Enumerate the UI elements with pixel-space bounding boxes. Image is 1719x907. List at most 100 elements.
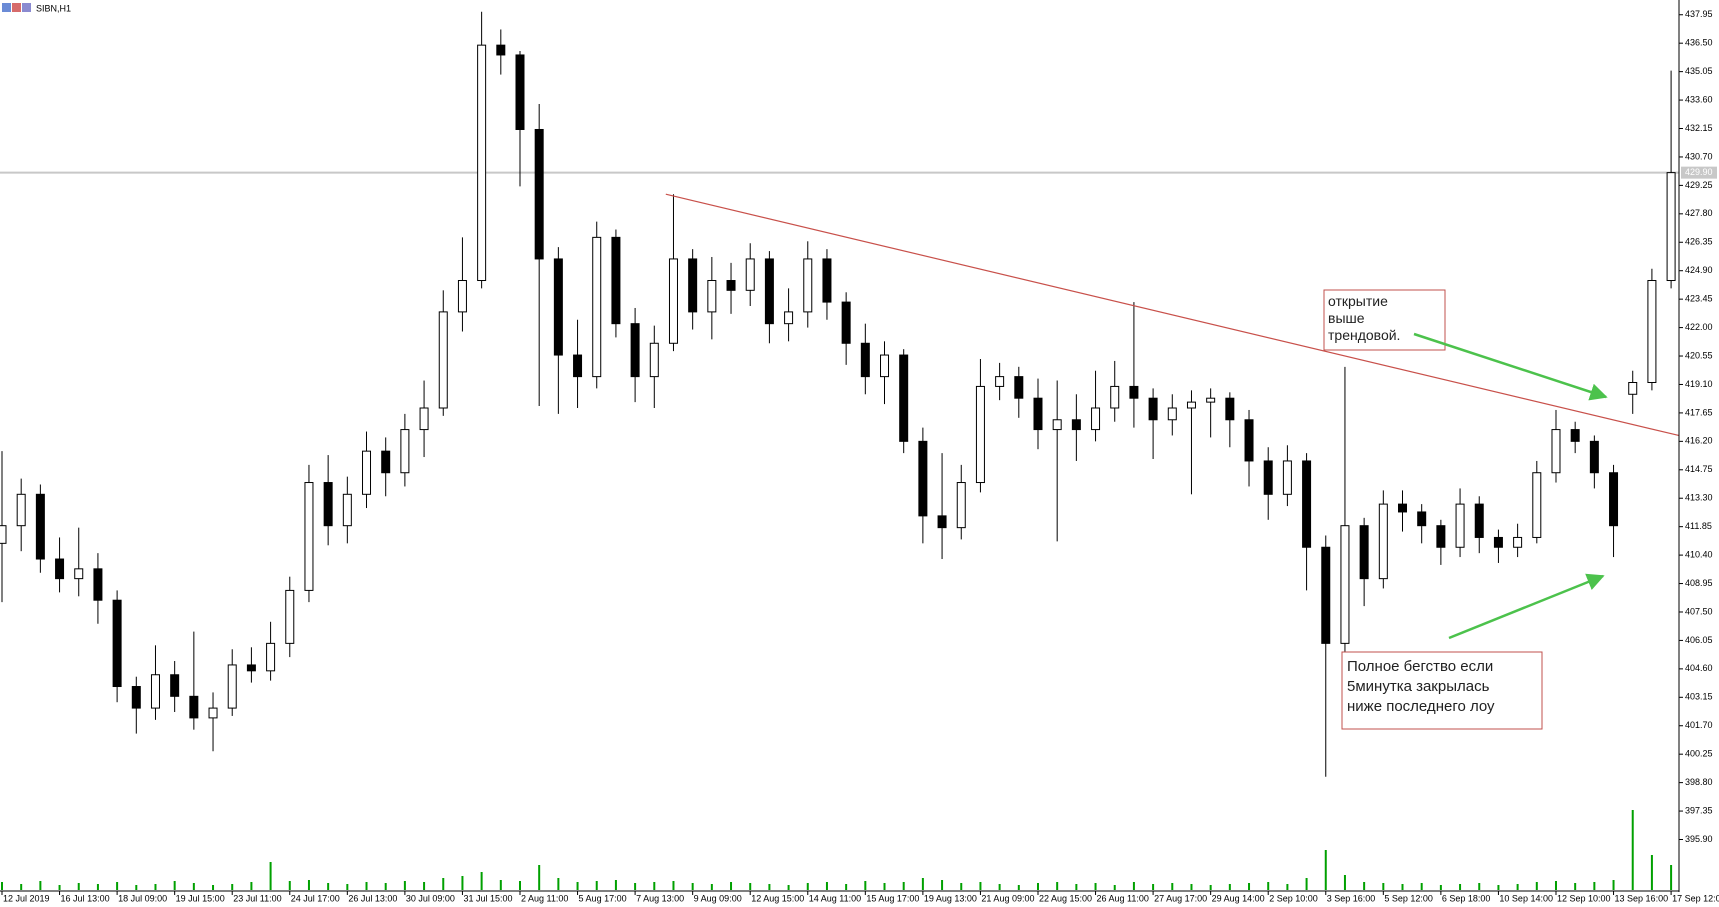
candle-body: [150, 674, 160, 709]
candle-body: [1110, 385, 1120, 409]
volume-bar: [614, 880, 617, 890]
volume-bar: [1670, 865, 1673, 890]
y-tick-label: 400.25: [1685, 749, 1713, 759]
y-tick-label: 432.15: [1685, 123, 1713, 133]
volume-bar: [231, 884, 234, 890]
candle-body: [1282, 460, 1292, 495]
volume-bar: [1535, 882, 1538, 890]
x-tick-label: 10 Sep 14:00: [1499, 893, 1553, 903]
candle-body: [1493, 536, 1503, 548]
y-tick-label: 414.75: [1685, 464, 1713, 474]
volume-bar: [212, 885, 215, 890]
volume-bar: [39, 881, 42, 890]
volume-bar: [634, 883, 637, 890]
volume-bar: [595, 881, 598, 890]
volume-bar: [557, 878, 560, 890]
candle-body: [1206, 397, 1216, 403]
x-tick-label: 27 Aug 17:00: [1154, 893, 1207, 903]
candle-body: [880, 354, 890, 378]
candle-body: [477, 44, 487, 282]
x-tick-label: 6 Sep 18:00: [1442, 893, 1491, 903]
candle-body: [323, 482, 333, 527]
volume-bar: [1056, 882, 1059, 890]
candle-body: [630, 323, 640, 378]
volume-bar: [1631, 810, 1634, 890]
candle-body: [170, 674, 180, 697]
x-tick-label: 5 Sep 12:00: [1384, 893, 1433, 903]
candle-body: [1129, 385, 1139, 399]
x-tick-label: 23 Jul 11:00: [233, 893, 281, 903]
volume-bar: [1132, 882, 1135, 890]
volume-bar: [960, 883, 963, 890]
volume-bar: [845, 884, 848, 890]
candle-body: [1052, 419, 1062, 431]
arrow: [1448, 573, 1605, 640]
candle-body: [400, 429, 410, 474]
x-tick-label: 26 Jul 13:00: [348, 893, 397, 903]
volume-bar: [1324, 850, 1327, 890]
x-tick-label: 12 Aug 15:00: [751, 893, 804, 903]
y-tick-label: 423.45: [1685, 294, 1713, 304]
candle-body: [668, 258, 678, 344]
x-tick-label: 9 Aug 09:00: [694, 893, 742, 903]
candle-body: [1398, 503, 1408, 513]
candle-body: [74, 568, 84, 580]
volume-bar: [941, 880, 944, 890]
y-tick-label: 436.50: [1685, 38, 1713, 48]
candle-body: [1167, 407, 1177, 421]
volume-bar: [538, 865, 541, 890]
candle-body: [362, 450, 372, 495]
y-tick-label: 417.65: [1685, 407, 1713, 417]
volume-bar: [902, 882, 905, 890]
candle-body: [573, 354, 583, 378]
candle-body: [1033, 397, 1043, 431]
volume-bar: [1248, 883, 1251, 890]
x-tick-label: 14 Aug 11:00: [809, 893, 861, 903]
candle-body: [649, 342, 659, 378]
x-tick-label: 15 Aug 17:00: [866, 893, 919, 903]
y-tick-label: 435.05: [1685, 66, 1713, 76]
candle-body: [35, 493, 45, 560]
candle-body: [956, 482, 966, 529]
candle-body: [995, 376, 1005, 387]
candle-body: [112, 599, 122, 688]
trendline: [665, 193, 1679, 437]
x-tick-label: 22 Aug 15:00: [1039, 893, 1092, 903]
candle-body: [1455, 503, 1465, 548]
candle-body: [1225, 397, 1235, 421]
volume-bar: [1152, 884, 1155, 890]
candle-body: [457, 280, 467, 313]
candle-body: [611, 236, 621, 325]
y-tick-label: 410.40: [1685, 549, 1713, 559]
x-tick-label: 21 Aug 09:00: [981, 893, 1034, 903]
volume-bar: [403, 881, 406, 890]
volume-bar: [1612, 880, 1615, 890]
x-tick-label: 2 Sep 10:00: [1269, 893, 1318, 903]
price-label: 429.90: [1685, 167, 1713, 177]
volume-bar: [1420, 883, 1423, 890]
volume-bar: [1554, 881, 1557, 890]
candle-body: [419, 407, 429, 431]
y-tick-label: 408.95: [1685, 578, 1713, 588]
volume-bar: [787, 885, 790, 890]
y-tick-label: 422.00: [1685, 322, 1713, 332]
candle-body: [1071, 419, 1081, 431]
y-tick-label: 397.35: [1685, 805, 1713, 815]
volume-bar: [20, 884, 23, 890]
candle-body: [381, 450, 391, 474]
candle-body: [860, 342, 870, 378]
volume-bar: [1439, 885, 1442, 890]
candle-body: [707, 280, 717, 313]
icon: [22, 3, 31, 12]
x-tick-label: 12 Jul 2019: [3, 893, 50, 903]
volume-bar: [1209, 885, 1212, 890]
candle-body: [1628, 382, 1638, 395]
x-tick-label: 12 Sep 10:00: [1557, 893, 1611, 903]
volume-bar: [499, 880, 502, 890]
candle-body: [1609, 472, 1619, 527]
candle-body: [1647, 280, 1657, 384]
volume-bar: [1478, 883, 1481, 890]
volume-bar: [825, 882, 828, 890]
volume-bar: [346, 884, 349, 890]
